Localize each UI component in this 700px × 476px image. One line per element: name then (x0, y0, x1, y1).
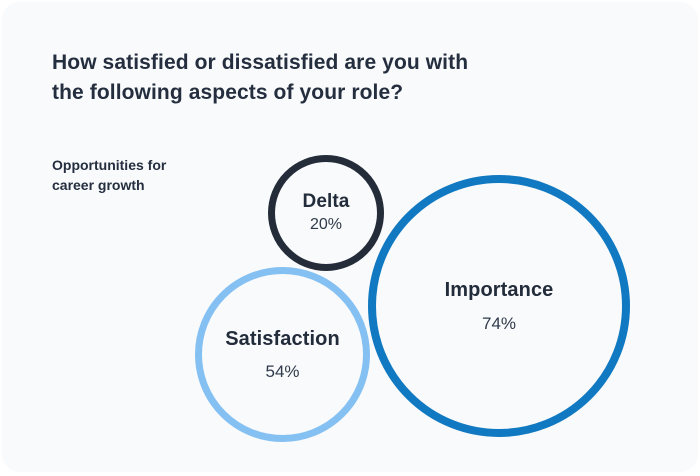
bubble-satisfaction-value: 54% (265, 361, 300, 381)
bubble-satisfaction-label: Satisfaction (225, 327, 340, 350)
bubble-delta[interactable]: Delta 20% (268, 155, 384, 271)
question-title: How satisfied or dissatisfied are you wi… (52, 48, 468, 108)
bubble-importance-label: Importance (444, 278, 554, 301)
bubble-delta-value: 20% (309, 216, 343, 233)
bubble-importance-value: 74% (481, 313, 517, 333)
aspect-label-line2: career growth (52, 177, 145, 193)
aspect-label: Opportunities for career growth (52, 155, 166, 195)
question-title-line2: the following aspects of your role? (52, 81, 404, 104)
bubble-importance[interactable]: Importance 74% (368, 175, 630, 437)
bubble-satisfaction[interactable]: Satisfaction 54% (195, 267, 370, 442)
bubble-delta-label: Delta (302, 191, 350, 212)
question-title-line1: How satisfied or dissatisfied are you wi… (52, 51, 469, 74)
aspect-label-line1: Opportunities for (52, 157, 167, 173)
